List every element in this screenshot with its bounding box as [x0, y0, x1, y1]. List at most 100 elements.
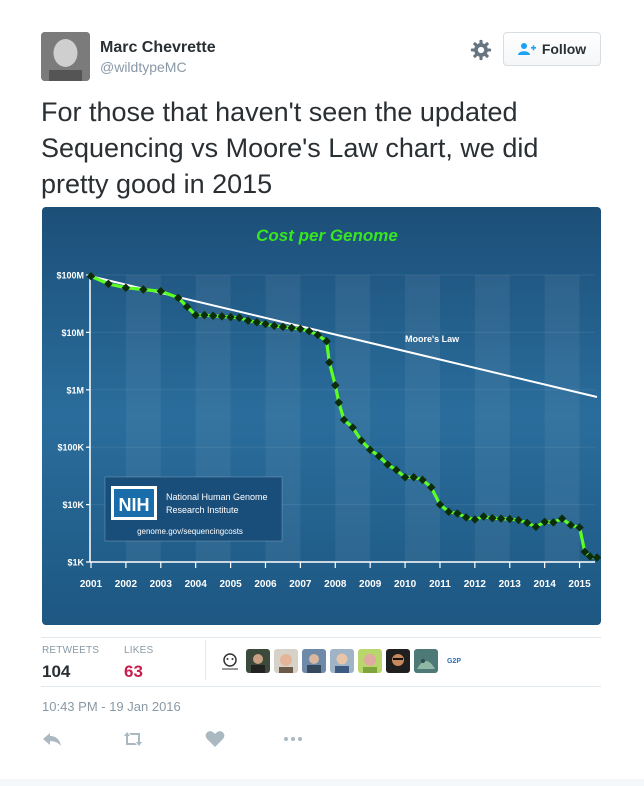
- x-tick-label: 2011: [429, 579, 451, 590]
- y-tick-label: $10M: [61, 328, 84, 338]
- x-tick-label: 2006: [254, 579, 277, 590]
- chart-background: [42, 207, 601, 625]
- cost-point: [444, 507, 453, 517]
- cost-point: [226, 312, 235, 322]
- cost-point: [156, 287, 166, 296]
- chart: $100M $10M $1M $100K $10K $1K 2001 2002 2003 200…: [42, 207, 601, 625]
- x-tick-label: 2003: [150, 579, 173, 590]
- x-tick-label: 2009: [359, 579, 382, 590]
- retweets-label: RETWEETS: [42, 645, 100, 656]
- tweet-media-chart[interactable]: $100M $10M $1M $100K $10K $1K 2001 2002 2003 200…: [42, 207, 601, 625]
- cost-point: [139, 285, 148, 294]
- likes-stat[interactable]: LIKES 63: [124, 645, 153, 682]
- x-tick-label: 2001: [80, 579, 103, 590]
- cost-point: [392, 465, 401, 475]
- cost-point: [235, 313, 244, 322]
- cost-point: [269, 321, 279, 331]
- tweet-timestamp[interactable]: 10:43 PM - 19 Jan 2016: [42, 699, 181, 714]
- liker-avatar-8[interactable]: [414, 649, 438, 673]
- cost-point: [488, 513, 497, 523]
- reply-icon[interactable]: [42, 730, 62, 748]
- x-tick-label: 2002: [115, 579, 138, 590]
- cost-point: [331, 381, 340, 390]
- follow-button[interactable]: Follow: [503, 32, 601, 66]
- cost-point: [505, 514, 515, 524]
- nih-logo-line2: Research Institute: [166, 505, 239, 515]
- cost-point: [104, 279, 113, 289]
- retweets-count: 104: [42, 662, 71, 681]
- cost-point: [470, 515, 480, 524]
- avatar[interactable]: [41, 32, 90, 81]
- stats-divider-bottom: [41, 686, 601, 687]
- liker-more-text: G2P: [446, 657, 461, 665]
- cost-point: [296, 324, 305, 334]
- bottom-strip: [0, 779, 644, 786]
- tweet-text: For those that haven't seen the updated …: [41, 97, 539, 199]
- cost-point: [426, 483, 436, 492]
- liker-avatar-5[interactable]: [330, 649, 354, 673]
- liker-avatar-1[interactable]: [218, 649, 242, 673]
- y-tick-label: $10K: [62, 500, 84, 510]
- cost-point: [334, 398, 344, 407]
- y-tick-label: $100K: [57, 443, 84, 453]
- cost-point: [322, 337, 331, 346]
- moores-law-label: Moore's Law: [405, 334, 460, 344]
- cost-point: [374, 451, 384, 461]
- nih-logo-text: NIH: [119, 495, 150, 515]
- nih-logo-line1: National Human Genome: [166, 492, 268, 502]
- cost-point: [409, 472, 419, 482]
- stats-separator: [205, 640, 206, 680]
- y-tick-label: $1M: [66, 385, 84, 395]
- x-tick-label: 2010: [394, 579, 417, 590]
- x-tick-label: 2012: [464, 579, 487, 590]
- cost-point: [531, 522, 541, 532]
- cost-point: [580, 547, 590, 557]
- likes-label: LIKES: [124, 645, 154, 656]
- chart-title: Cost per Genome: [256, 226, 398, 245]
- stats-divider-top: [41, 637, 601, 638]
- more-icon[interactable]: [283, 730, 303, 748]
- cost-point: [348, 423, 357, 432]
- cost-point: [339, 415, 349, 425]
- cost-point: [461, 513, 471, 522]
- year-band: [405, 275, 440, 562]
- x-tick-label: 2013: [499, 579, 522, 590]
- liker-avatar-3[interactable]: [274, 649, 298, 673]
- x-tick-label: 2004: [185, 579, 208, 590]
- x-tick-label: 2015: [568, 579, 591, 590]
- cost-point: [418, 475, 427, 485]
- liker-avatar-more[interactable]: G2P: [442, 649, 466, 673]
- cost-point: [357, 436, 366, 445]
- year-band: [335, 275, 371, 562]
- liker-avatar-2[interactable]: [246, 649, 270, 673]
- liker-avatars: G2P: [218, 649, 466, 673]
- avatar-image: [41, 32, 90, 81]
- liker-avatar-6[interactable]: [358, 649, 382, 673]
- cost-point: [522, 518, 532, 528]
- x-tick-label: 2008: [324, 579, 347, 590]
- cost-point: [453, 509, 462, 518]
- cost-point: [479, 512, 488, 521]
- follow-label: Follow: [541, 41, 587, 57]
- author-name[interactable]: Marc Chevrette: [100, 39, 216, 56]
- retweet-icon[interactable]: [122, 730, 144, 748]
- year-band: [544, 275, 580, 562]
- cost-point: [575, 523, 584, 532]
- x-tick-label: 2014: [534, 579, 557, 590]
- retweets-stat[interactable]: RETWEETS 104: [42, 645, 99, 682]
- like-icon[interactable]: [205, 730, 225, 748]
- cost-point: [121, 283, 131, 292]
- author-handle[interactable]: @wildtypeMC: [100, 59, 187, 75]
- gear-icon[interactable]: [470, 39, 492, 61]
- cost-point: [200, 310, 209, 320]
- cost-point: [514, 515, 523, 525]
- liker-avatar-7[interactable]: [386, 649, 410, 673]
- nih-logo-url: genome.gov/sequencingcosts: [137, 527, 243, 536]
- liker-avatar-4[interactable]: [302, 649, 326, 673]
- cost-point: [304, 326, 314, 336]
- x-tick-label: 2007: [289, 579, 312, 590]
- cost-point: [566, 520, 576, 530]
- cost-point: [400, 472, 410, 482]
- cost-point: [208, 311, 218, 320]
